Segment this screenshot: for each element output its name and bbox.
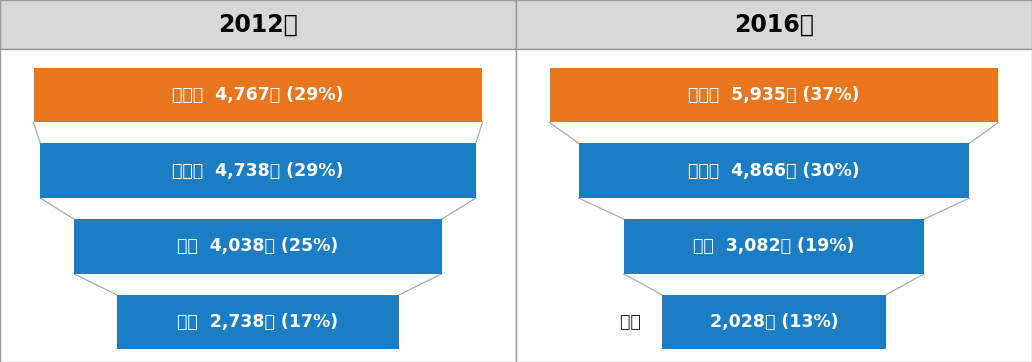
Bar [117, 295, 399, 349]
Text: 선임급  4,738명 (29%): 선임급 4,738명 (29%) [172, 162, 344, 180]
Bar [74, 219, 442, 274]
Text: 선임급  4,866명 (30%): 선임급 4,866명 (30%) [688, 162, 860, 180]
Text: 원급  3,082명 (19%): 원급 3,082명 (19%) [694, 237, 854, 256]
Bar [33, 68, 483, 122]
Bar [549, 68, 999, 122]
Bar [579, 143, 969, 198]
Bar [662, 295, 886, 349]
Text: 원급  4,038명 (25%): 원급 4,038명 (25%) [178, 237, 338, 256]
Text: 2012년: 2012년 [218, 12, 298, 37]
Bar [40, 143, 476, 198]
Text: 기타  2,738명 (17%): 기타 2,738명 (17%) [178, 313, 338, 331]
Text: 기타: 기타 [619, 313, 646, 331]
Text: 2,028명 (13%): 2,028명 (13%) [710, 313, 838, 331]
Text: 책임급  5,935명 (37%): 책임급 5,935명 (37%) [688, 86, 860, 104]
Bar [623, 219, 925, 274]
Text: 2016년: 2016년 [734, 12, 814, 37]
Text: 책임급  4,767명 (29%): 책임급 4,767명 (29%) [172, 86, 344, 104]
